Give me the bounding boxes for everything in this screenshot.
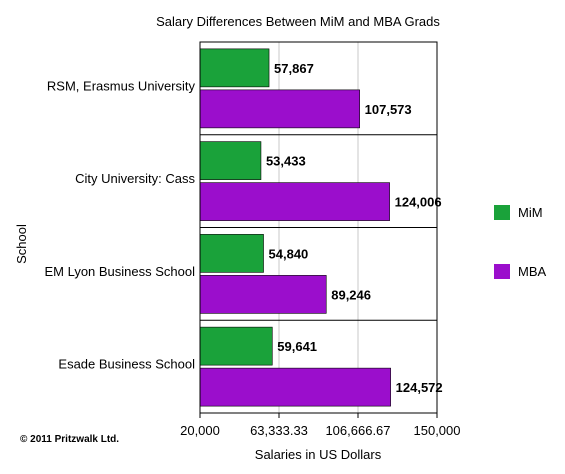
- value-label-mim-3: 59,641: [277, 339, 317, 354]
- value-label-mba-1: 124,006: [395, 195, 442, 210]
- value-label-mba-2: 89,246: [331, 287, 371, 302]
- bars-layer: [199, 48, 391, 407]
- bar-mim-0: [199, 48, 270, 88]
- legend-label-mim: MiM: [518, 205, 543, 220]
- category-labels: RSM, Erasmus University City University: …: [44, 78, 195, 371]
- x-axis-title: Salaries in US Dollars: [255, 447, 382, 462]
- value-labels: 57,867 107,573 53,433 124,006 54,840 89,246 59…: [266, 61, 443, 395]
- category-label-0: RSM, Erasmus University: [47, 78, 196, 93]
- category-label-1: City University: Cass: [75, 171, 195, 186]
- category-label-3: Esade Business School: [58, 357, 195, 372]
- x-tick-label-3: 150,000: [414, 423, 461, 438]
- legend-swatch-mba: [494, 264, 510, 279]
- x-tick-label-1: 63,333.33: [250, 423, 308, 438]
- bar-mba-3: [199, 367, 391, 407]
- bar-mim-2: [199, 234, 264, 273]
- value-label-mim-2: 54,840: [269, 246, 309, 261]
- bar-mba-0: [199, 89, 360, 129]
- bar-mba-2: [199, 275, 327, 314]
- plot-frame: [199, 41, 438, 414]
- value-label-mba-3: 124,572: [396, 380, 443, 395]
- bar-mim-3: [199, 326, 273, 366]
- x-tick-label-2: 106,666.67: [325, 423, 390, 438]
- legend-swatch-mim: [494, 205, 510, 220]
- x-tick-label-0: 20,000: [180, 423, 220, 438]
- copyright-note: © 2011 Pritzwalk Ltd.: [20, 434, 119, 445]
- x-tick-labels: 20,000 63,333.33 106,666.67 150,000: [180, 423, 460, 438]
- value-label-mba-0: 107,573: [365, 102, 412, 117]
- bar-mim-1: [199, 141, 262, 180]
- value-label-mim-1: 53,433: [266, 154, 306, 169]
- category-label-2: EM Lyon Business School: [44, 264, 195, 279]
- legend-label-mba: MBA: [518, 264, 547, 279]
- y-axis-title: School: [14, 224, 29, 264]
- legend: MiM MBA: [494, 205, 547, 279]
- value-label-mim-0: 57,867: [274, 61, 314, 76]
- bar-mba-1: [199, 182, 390, 221]
- chart-title: Salary Differences Between MiM and MBA G…: [156, 14, 440, 29]
